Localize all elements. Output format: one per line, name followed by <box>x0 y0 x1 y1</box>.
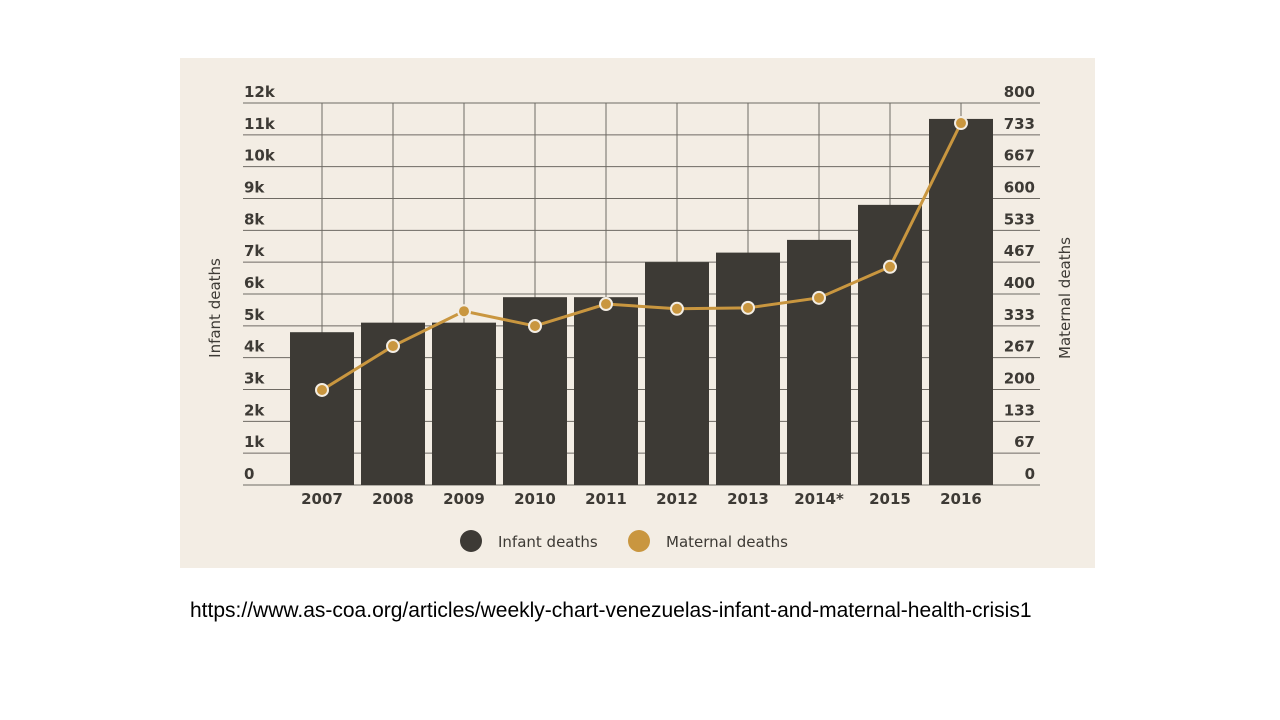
y-tick-label: 7k <box>244 242 265 260</box>
y2-tick-label: 600 <box>1004 179 1035 197</box>
point-maternal-deaths <box>315 382 329 397</box>
y2-tick-label: 667 <box>1004 147 1035 165</box>
bar-infant-deaths <box>787 239 851 485</box>
y-tick-label: 12k <box>244 83 276 101</box>
y2-tick-label: 533 <box>1004 210 1035 228</box>
x-tick-label: 2014* <box>794 490 844 508</box>
bar-infant-deaths <box>858 204 922 485</box>
y-tick-label: 1k <box>244 433 265 451</box>
y-tick-label: 0 <box>244 465 254 483</box>
point-maternal-deaths <box>457 304 471 319</box>
line-maternal-deaths <box>321 122 963 392</box>
point-maternal-deaths <box>670 301 684 316</box>
chart-panel: 0 1k 2k 3k 4k 5k 6k 7k 8k 9k 10k 11k 12k 0 67 133 200 267… <box>180 58 1095 568</box>
combo-chart: 0 1k 2k 3k 4k 5k 6k 7k 8k 9k 10k 11k 12k 0 67 133 200 267… <box>206 83 1074 552</box>
y2-tick-label: 267 <box>1004 338 1035 356</box>
x-tick-label: 2009 <box>443 490 485 508</box>
y2-tick-label: 333 <box>1004 306 1035 324</box>
x-tick-label: 2008 <box>372 490 414 508</box>
x-tick-label: 2012 <box>656 490 698 508</box>
bar-infant-deaths <box>290 332 354 485</box>
bar-infant-deaths <box>432 322 496 485</box>
y-tick-label: 8k <box>244 210 265 228</box>
bar-infant-deaths <box>929 118 993 485</box>
bar-infant-deaths <box>574 297 638 485</box>
y2-tick-label: 733 <box>1004 115 1035 133</box>
y2-axis-title: Maternal deaths <box>1056 237 1074 359</box>
y-tick-label: 3k <box>244 370 265 388</box>
y-tick-label: 9k <box>244 179 265 197</box>
point-maternal-deaths <box>812 290 826 305</box>
y2-tick-label: 800 <box>1004 83 1035 101</box>
point-maternal-deaths <box>883 259 897 274</box>
y2-tick-label: 400 <box>1004 274 1035 292</box>
bar-infant-deaths <box>645 262 709 485</box>
y-axis-title: Infant deaths <box>206 258 224 358</box>
y-tick-label: 6k <box>244 274 265 292</box>
point-maternal-deaths <box>386 339 400 354</box>
legend-infant-marker <box>460 530 482 552</box>
source-url[interactable]: https://www.as-coa.org/articles/weekly-c… <box>190 599 1032 622</box>
y-tick-label: 10k <box>244 147 276 165</box>
x-tick-label: 2011 <box>585 490 627 508</box>
y-tick-label: 5k <box>244 306 265 324</box>
point-maternal-deaths <box>599 297 613 312</box>
point-maternal-deaths <box>528 318 542 333</box>
point-maternal-deaths <box>741 300 755 315</box>
y2-tick-label: 200 <box>1004 370 1035 388</box>
y2-tick-label: 467 <box>1004 242 1035 260</box>
legend-infant-label: Infant deaths <box>498 533 598 551</box>
x-tick-label: 2013 <box>727 490 769 508</box>
bar-infant-deaths <box>716 252 780 485</box>
x-tick-label: 2010 <box>514 490 556 508</box>
y-tick-label: 11k <box>244 115 276 133</box>
y-tick-label: 2k <box>244 401 265 419</box>
x-tick-label: 2015 <box>869 490 911 508</box>
legend-maternal-marker <box>628 530 650 552</box>
x-tick-label: 2007 <box>301 490 343 508</box>
y-tick-label: 4k <box>244 338 265 356</box>
y2-tick-label: 133 <box>1004 401 1035 419</box>
y2-tick-label: 67 <box>1014 433 1035 451</box>
x-tick-label: 2016 <box>940 490 982 508</box>
point-maternal-deaths <box>954 116 968 131</box>
legend-maternal-label: Maternal deaths <box>666 533 788 551</box>
y2-tick-label: 0 <box>1025 465 1035 483</box>
